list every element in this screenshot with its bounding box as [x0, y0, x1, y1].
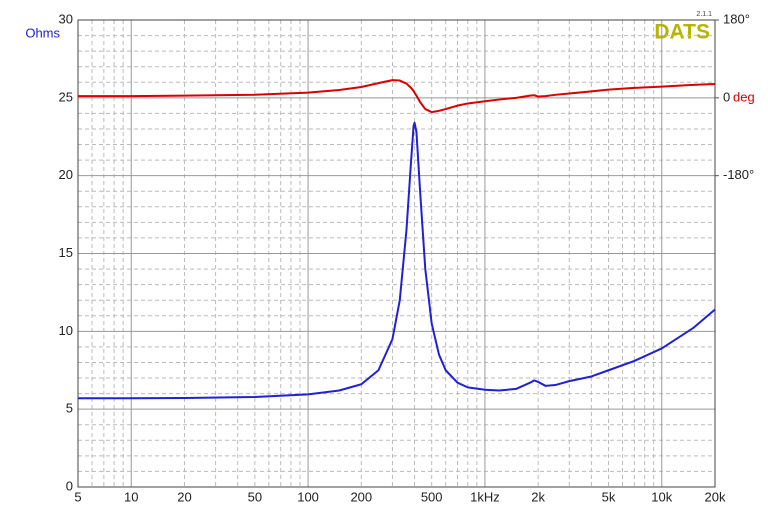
x-tick-label: 200 [350, 489, 372, 504]
y-tick-label: 10 [59, 323, 73, 338]
x-tick-label: 20 [177, 489, 191, 504]
y2-tick-label: 180° [723, 11, 750, 26]
x-tick-label: 2k [531, 489, 545, 504]
x-tick-label: 100 [297, 489, 319, 504]
y-axis-label: Ohms [25, 25, 60, 40]
x-tick-label: 10k [651, 489, 672, 504]
version: 2.1.1 [696, 11, 712, 18]
plot-frame [77, 19, 716, 488]
y-tick-label: 20 [59, 167, 73, 182]
y-tick-label: 0 [66, 478, 73, 493]
y2-tick-label: -180° [723, 167, 754, 182]
x-tick-label: 1kHz [470, 489, 500, 504]
y2-axis-label: deg [733, 89, 755, 104]
series-line [78, 121, 716, 400]
x-tick-label: 50 [248, 489, 262, 504]
y-tick-label: 25 [59, 89, 73, 104]
series-line [78, 79, 716, 114]
y-tick-label: 15 [59, 245, 73, 260]
x-tick-label: 5 [74, 489, 81, 504]
y-tick-label: 5 [66, 401, 73, 416]
x-tick-label: 500 [421, 489, 443, 504]
logo: DATS [654, 21, 710, 44]
x-tick-label: 5k [602, 489, 616, 504]
y-tick-label: 30 [59, 11, 73, 26]
x-tick-label: 10 [124, 489, 138, 504]
x-tick-label: 20k [705, 489, 726, 504]
y2-tick-label: 0 [723, 89, 730, 104]
